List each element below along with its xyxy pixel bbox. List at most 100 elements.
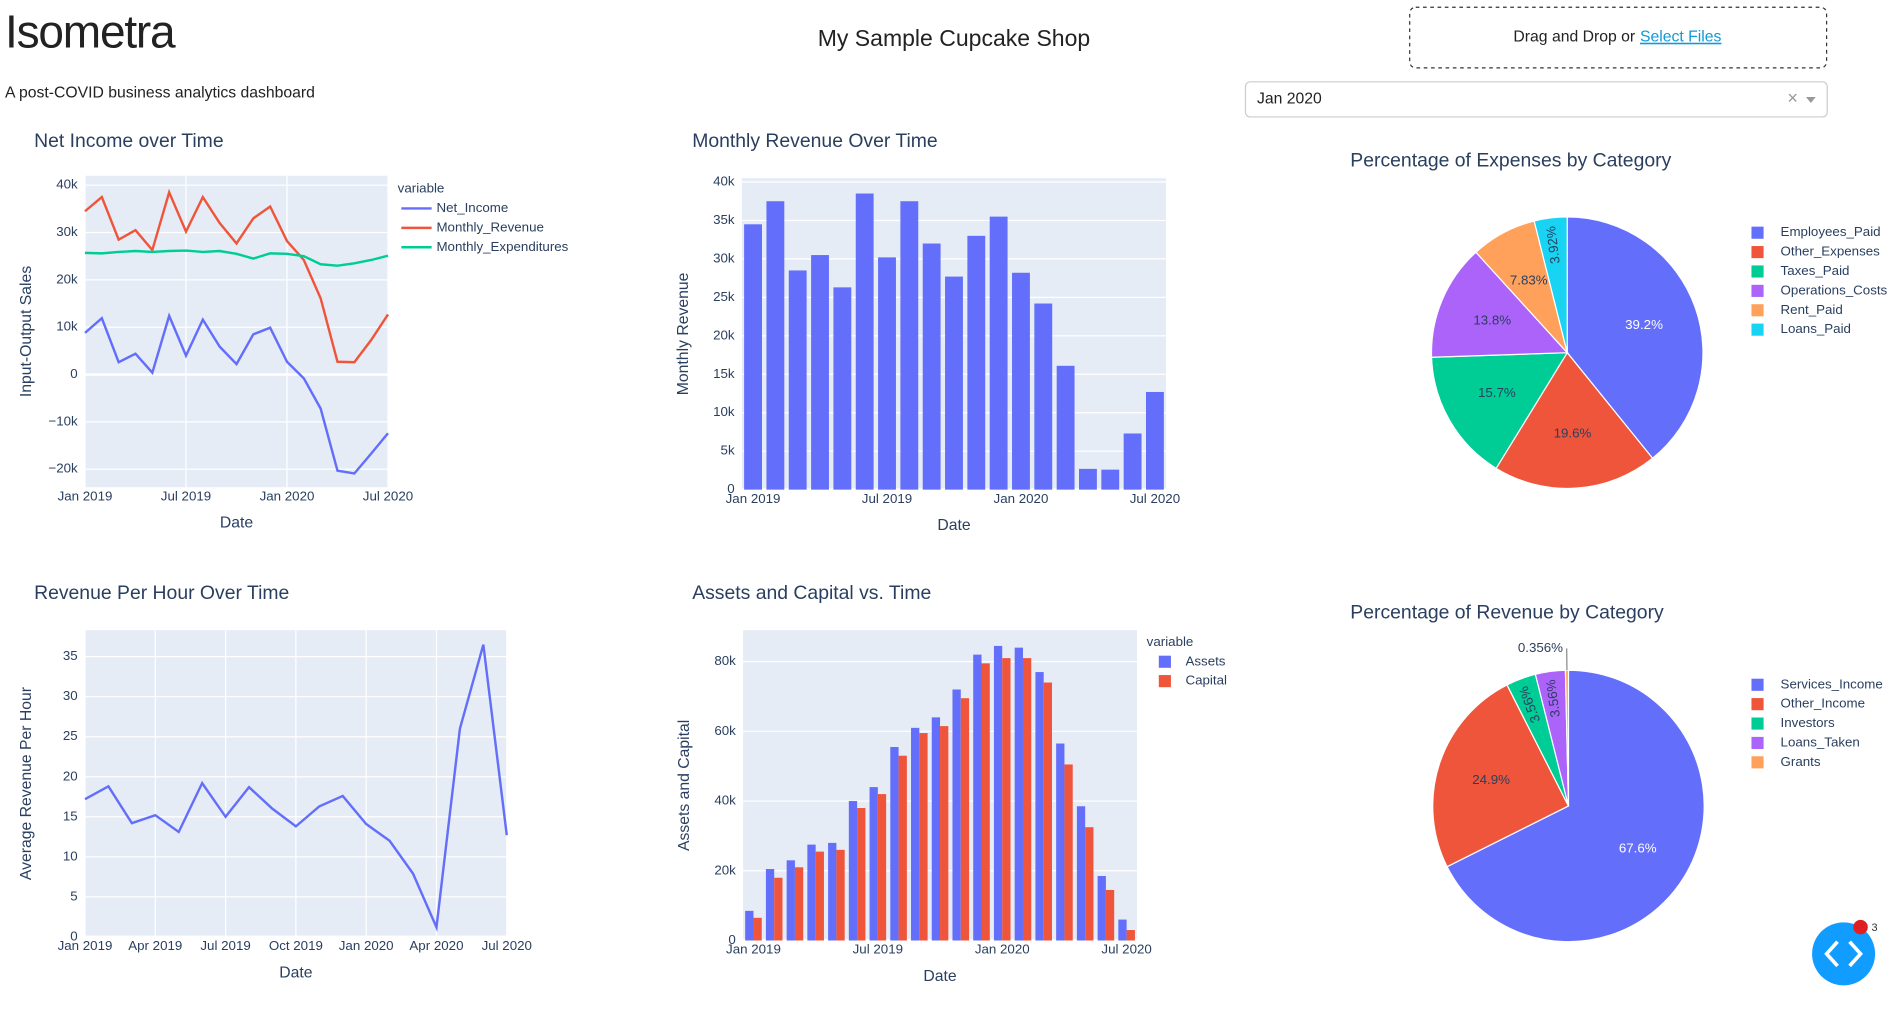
chart-title: Assets and Capital vs. Time	[692, 582, 931, 604]
bar	[919, 733, 928, 941]
app-title: Isometra	[5, 5, 176, 57]
x-tick-label: Jul 2019	[200, 938, 250, 953]
chart-title: Percentage of Revenue by Category	[1350, 601, 1664, 623]
legend-swatch	[1751, 323, 1764, 336]
pie-slice	[1533, 216, 1568, 353]
slice-label: 24.9%	[1472, 772, 1510, 787]
bar	[744, 224, 762, 490]
bar	[774, 877, 783, 941]
plot-area	[84, 175, 388, 488]
bar	[960, 698, 970, 941]
y-tick-label: 25	[63, 728, 78, 743]
pie-slice	[1430, 251, 1569, 358]
legend-swatch	[1751, 265, 1764, 278]
line-series	[84, 249, 389, 267]
debug-button[interactable]	[1812, 922, 1876, 986]
bar	[786, 860, 795, 941]
bar	[811, 255, 829, 490]
bar	[1056, 743, 1065, 941]
bar	[1034, 303, 1053, 490]
y-tick-label: 10k	[56, 319, 78, 334]
legend-swatch	[1751, 246, 1764, 259]
slice-label: 3.92%	[1543, 225, 1563, 264]
upload-box[interactable]	[1409, 6, 1828, 69]
x-tick-label: Jan 2020	[260, 488, 315, 503]
upload-text: Drag and Drop or	[1513, 29, 1635, 46]
bar	[1043, 682, 1052, 941]
x-tick-label: Jul 2020	[482, 938, 532, 953]
legend-title: variable	[398, 181, 445, 196]
y-tick-label: 30	[63, 688, 78, 703]
bar	[807, 844, 816, 941]
y-axis-label: Monthly Revenue	[675, 272, 692, 395]
x-tick-label: Jul 2019	[161, 488, 211, 503]
y-tick-label: 0	[70, 366, 77, 381]
dropdown-caret[interactable]	[1806, 96, 1816, 104]
line-series	[84, 644, 508, 932]
bar	[900, 201, 919, 490]
bar	[878, 257, 896, 490]
upload-link[interactable]: Select Files	[1640, 29, 1722, 46]
shop-name: My Sample Cupcake Shop	[818, 25, 1091, 51]
bar	[1126, 930, 1135, 941]
x-tick-label: Jan 2019	[58, 938, 113, 953]
legend-label: Monthly_Revenue	[436, 219, 543, 234]
y-tick-label: 20k	[713, 327, 735, 342]
x-tick-label: Oct 2019	[269, 938, 323, 953]
slice-label: 13.8%	[1473, 313, 1511, 328]
legend-swatch	[1751, 284, 1764, 297]
y-tick-label: 5	[70, 888, 77, 903]
x-tick-label: Jan 2019	[726, 942, 781, 957]
chart-title: Percentage of Expenses by Category	[1350, 149, 1671, 171]
y-tick-label: 20	[63, 768, 78, 783]
slice-label: 15.7%	[1478, 385, 1516, 400]
x-tick-label: Jan 2020	[975, 942, 1030, 957]
x-tick-label: Jul 2020	[363, 488, 413, 503]
y-tick-label: 60k	[714, 723, 736, 738]
slice-label: 39.2%	[1625, 317, 1663, 332]
bar	[1035, 672, 1044, 941]
pie-slice	[1430, 352, 1569, 470]
bar	[833, 287, 852, 490]
legend-swatch	[1751, 304, 1764, 317]
bar	[989, 216, 1008, 490]
legend-label: Loans_Taken	[1781, 734, 1860, 749]
bar	[815, 851, 824, 941]
y-tick-label: 25k	[713, 289, 735, 304]
legend-swatch	[1158, 675, 1171, 688]
bar	[898, 755, 907, 941]
y-tick-label: 40k	[713, 174, 735, 189]
legend-label: Rent_Paid	[1781, 302, 1843, 317]
bar	[931, 717, 941, 941]
line-series	[84, 188, 390, 364]
debug-badge-count: 3	[1871, 922, 1877, 934]
pie-slice	[1566, 216, 1704, 460]
slice-label: 19.6%	[1554, 425, 1592, 440]
y-tick-label: 10k	[713, 404, 735, 419]
bar	[753, 917, 762, 941]
x-tick-label: Jan 2020	[339, 938, 394, 953]
legend-label: Capital	[1185, 673, 1227, 688]
legend-label: Services_Income	[1781, 676, 1883, 691]
y-tick-label: 30k	[713, 250, 735, 265]
bar	[1105, 889, 1115, 941]
slice-label: 67.6%	[1619, 840, 1657, 855]
chart-title: Monthly Revenue Over Time	[692, 130, 938, 152]
bar	[1002, 658, 1011, 941]
dropdown-clear[interactable]: ×	[1787, 88, 1798, 108]
y-axis-label: Assets and Capital	[676, 720, 693, 851]
y-axis-label: Average Revenue Per Hour	[18, 687, 35, 880]
app-subtitle: A post-COVID business analytics dashboar…	[5, 84, 315, 101]
pie-slice	[1432, 684, 1570, 868]
legend-swatch	[1751, 698, 1764, 711]
line-series	[84, 312, 389, 475]
bar	[967, 235, 986, 490]
x-tick-label: Apr 2019	[128, 938, 182, 953]
bar	[890, 747, 899, 941]
x-axis-label: Date	[220, 515, 254, 532]
bar	[855, 193, 874, 490]
y-tick-label: 30k	[56, 224, 78, 239]
month-dropdown[interactable]	[1244, 81, 1828, 118]
bar	[945, 276, 963, 490]
bar	[1101, 469, 1120, 490]
